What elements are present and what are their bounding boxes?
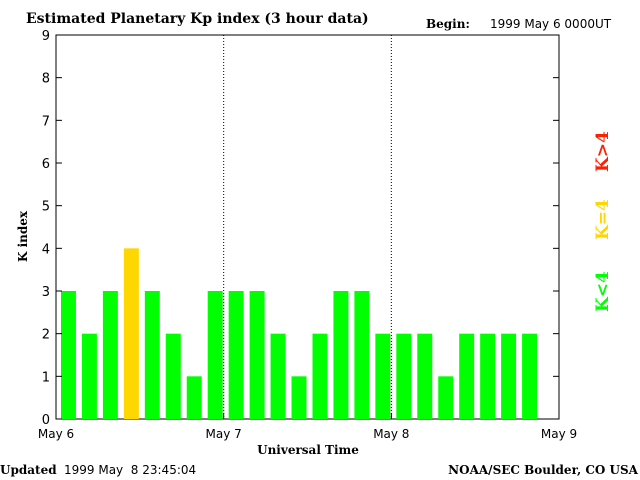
kp-bar-8 xyxy=(228,291,244,419)
x-axis-label: Universal Time xyxy=(257,443,359,457)
kp-bar-16 xyxy=(396,333,412,419)
kp-bar-22 xyxy=(522,333,538,419)
kp-bar-6 xyxy=(186,376,202,419)
x-tick-label-0: May 6 xyxy=(38,427,74,441)
updated-value: 1999 May 8 23:45:04 xyxy=(64,463,196,477)
y-tick-label-3: 3 xyxy=(42,285,50,300)
kp-bar-10 xyxy=(270,333,286,419)
y-tick-label-0: 0 xyxy=(42,413,50,428)
y-tick-label-1: 1 xyxy=(42,370,50,385)
y-tick-label-8: 8 xyxy=(42,72,50,87)
kp-bar-13 xyxy=(333,291,349,419)
kp-bar-9 xyxy=(249,291,265,419)
kp-bar-2 xyxy=(102,291,118,419)
x-tick-label-2: May 8 xyxy=(373,427,409,441)
kp-bar-1 xyxy=(81,333,97,419)
chart-title: Estimated Planetary Kp index (3 hour dat… xyxy=(26,11,369,27)
kp-bar-4 xyxy=(144,291,160,419)
y-tick-label-5: 5 xyxy=(42,200,50,215)
legend-above: K>4 xyxy=(593,131,613,172)
kp-bar-12 xyxy=(312,333,328,419)
kp-bar-11 xyxy=(291,376,307,419)
kp-bar-18 xyxy=(438,376,454,419)
kp-bar-14 xyxy=(354,291,370,419)
plot-area: 0 1 2 3 4 5 6 7 8 9 May 6 May 7 May 8 May 9 xyxy=(38,29,577,441)
y-axis-label: K index xyxy=(16,210,30,262)
kp-bar-19 xyxy=(459,333,475,419)
updated-label: Updated xyxy=(0,463,57,477)
kp-bar-0 xyxy=(61,291,76,419)
y-tick-label-7: 7 xyxy=(42,114,50,129)
kp-bar-20 xyxy=(480,333,496,419)
y-tick-label-6: 6 xyxy=(42,157,50,172)
legend-below: K<4 xyxy=(593,271,613,312)
y-axis-ticks: 0 1 2 3 4 5 6 7 8 9 xyxy=(42,29,559,428)
y-tick-label-4: 4 xyxy=(42,242,50,257)
bars-group xyxy=(61,248,538,419)
kp-bar-7 xyxy=(207,291,223,419)
kp-bar-15 xyxy=(375,333,391,419)
credit-text: NOAA/SEC Boulder, CO USA xyxy=(448,463,639,477)
plot-frame xyxy=(55,34,560,420)
x-tick-label-1: May 7 xyxy=(206,427,242,441)
begin-label: Begin: xyxy=(426,17,470,31)
y-tick-label-2: 2 xyxy=(42,328,50,343)
x-axis-ticks: May 6 May 7 May 8 May 9 xyxy=(38,413,577,441)
kp-bar-5 xyxy=(165,333,181,419)
y-tick-label-9: 9 xyxy=(42,29,50,44)
legend-equal: K=4 xyxy=(593,199,613,240)
day-separators xyxy=(223,35,392,419)
kp-bar-3 xyxy=(123,248,139,419)
begin-value: 1999 May 6 0000UT xyxy=(490,17,612,31)
kp-bar-21 xyxy=(501,333,517,419)
x-tick-label-3: May 9 xyxy=(541,427,577,441)
kp-bar-17 xyxy=(417,333,433,419)
